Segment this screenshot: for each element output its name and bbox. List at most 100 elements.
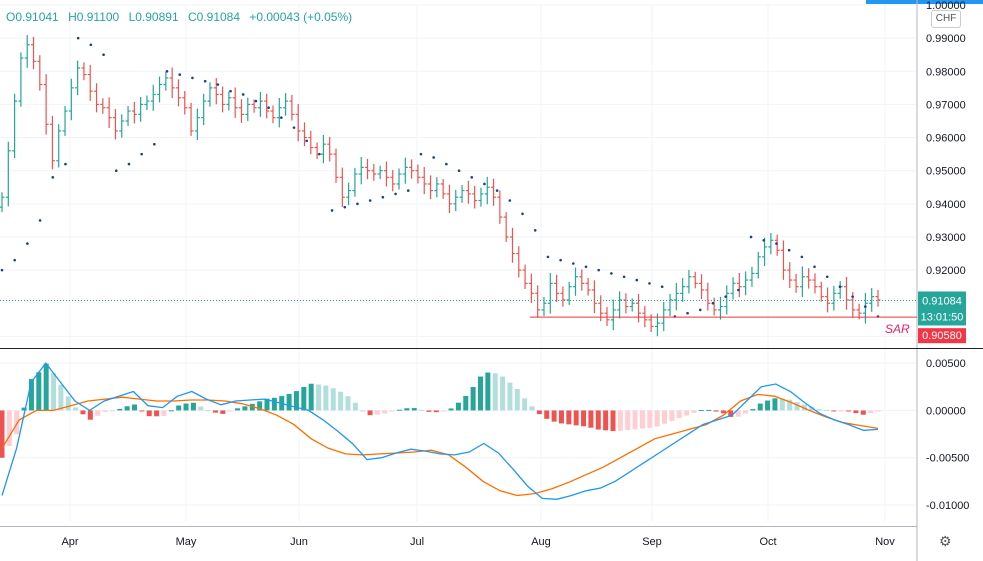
top-accent-bar	[866, 0, 983, 4]
x-tick-label: Jul	[410, 536, 424, 548]
macd-histogram-bar	[198, 406, 204, 411]
macd-histogram-bar	[706, 409, 712, 411]
macd-histogram-bar	[95, 410, 101, 416]
macd-histogram-bar	[757, 403, 763, 411]
ohlc-open: O0.91041	[6, 10, 59, 24]
x-tick-label: Sep	[642, 536, 662, 548]
macd-histogram-bar	[382, 410, 388, 414]
sar-dot	[102, 53, 105, 57]
macd-histogram-bar	[875, 410, 881, 412]
sar-dot	[445, 162, 448, 166]
macd-histogram-bar	[787, 399, 793, 411]
macd-histogram-bar	[794, 402, 800, 411]
macd-histogram-bar	[713, 410, 719, 412]
macd-histogram-bar	[809, 406, 815, 411]
macd-histogram-bar	[860, 410, 866, 415]
sar-dot	[660, 285, 664, 288]
macd-histogram-bar	[551, 410, 557, 422]
macd-histogram-bar	[411, 408, 417, 411]
sar-dot	[127, 162, 131, 166]
countdown-label: 13:01:50	[921, 311, 964, 323]
sar-dot	[432, 156, 435, 159]
macd-histogram-bar	[492, 373, 498, 411]
last-price-label: 0.91084	[922, 295, 962, 307]
macd-histogram-bar	[308, 383, 314, 411]
y-tick-label: 0.98000	[926, 66, 966, 78]
macd-histogram-bar	[301, 386, 307, 411]
sar-dot	[686, 311, 689, 315]
macd-histogram-bar	[463, 395, 469, 411]
sar-value-label: 0.90580	[922, 330, 962, 342]
sar-dot	[191, 76, 194, 80]
macd-histogram-bar	[779, 398, 785, 411]
sar-indicator-label: SAR	[885, 322, 910, 336]
macd-histogram-bar	[588, 410, 594, 428]
sar-dot	[114, 169, 118, 173]
macd-histogram-bar	[14, 410, 20, 435]
sar-dot	[26, 242, 29, 245]
macd-histogram-bar	[161, 410, 167, 417]
currency-badge[interactable]: CHF	[931, 10, 961, 28]
sar-dot	[749, 235, 753, 239]
macd-histogram-bar	[235, 408, 241, 411]
macd-histogram-bar	[455, 402, 461, 411]
macd-histogram-bar	[654, 410, 660, 427]
macd-histogram-bar	[448, 408, 454, 411]
macd-histogram-bar	[51, 373, 57, 411]
macd-histogram-bar	[168, 410, 174, 412]
macd-histogram-bar	[374, 410, 380, 415]
sar-dot	[0, 268, 4, 272]
macd-histogram-bar	[419, 409, 425, 411]
macd-histogram-bar	[242, 406, 248, 411]
macd-histogram-bar	[698, 410, 704, 412]
macd-histogram-bar	[816, 409, 822, 411]
y-tick-label: 0.92000	[926, 265, 966, 277]
macd-line	[1, 362, 879, 500]
macd-histogram-bar	[728, 410, 734, 417]
macd-histogram-bar	[330, 388, 336, 411]
gear-icon[interactable]: ⚙	[939, 533, 952, 549]
macd-histogram-bar	[397, 409, 403, 411]
macd-histogram-bar	[220, 410, 226, 414]
y-tick-label: 1.00000	[926, 0, 966, 12]
macd-histogram-bar	[684, 410, 690, 416]
macd-histogram-bar	[212, 410, 218, 413]
macd-histogram-bar	[183, 403, 189, 411]
sar-dot	[178, 73, 182, 76]
macd-histogram-bar	[735, 410, 741, 417]
macd-histogram-bar	[264, 398, 270, 411]
macd-histogram-bar	[367, 410, 373, 416]
macd-histogram-bar	[205, 410, 211, 412]
sar-dot	[343, 205, 347, 209]
macd-histogram-bar	[80, 410, 86, 415]
macd-histogram-bar	[536, 410, 542, 415]
sar-dot	[153, 142, 156, 146]
sar-dot	[318, 152, 321, 156]
macd-histogram-bar	[514, 388, 520, 411]
y-tick-label: 0.96000	[926, 133, 966, 145]
macd-histogram-bar	[603, 410, 609, 431]
macd-histogram-bar	[647, 410, 653, 428]
macd-histogram-bar	[65, 396, 71, 411]
macd-histogram-bar	[360, 410, 366, 412]
macd-histogram-bar	[470, 386, 476, 411]
sar-dot	[698, 308, 702, 312]
macd-histogram-bar	[823, 409, 829, 411]
sar-dot	[838, 285, 842, 288]
macd-histogram-bar	[316, 384, 322, 411]
macd-histogram-bar	[595, 410, 601, 430]
macd-histogram-bar	[625, 410, 631, 431]
macd-histogram-bar	[868, 410, 874, 414]
x-tick-label: Aug	[531, 536, 551, 548]
macd-histogram-bar	[36, 372, 42, 411]
macd-histogram-bar	[43, 363, 49, 411]
macd-histogram-bar	[831, 410, 837, 412]
macd-histogram-bar	[21, 407, 27, 411]
macd-y-tick-label: -0.00500	[926, 453, 969, 465]
sar-dot	[508, 199, 512, 202]
sar-dot	[610, 272, 613, 275]
macd-histogram-bar	[132, 404, 138, 411]
macd-histogram-bar	[581, 410, 587, 427]
